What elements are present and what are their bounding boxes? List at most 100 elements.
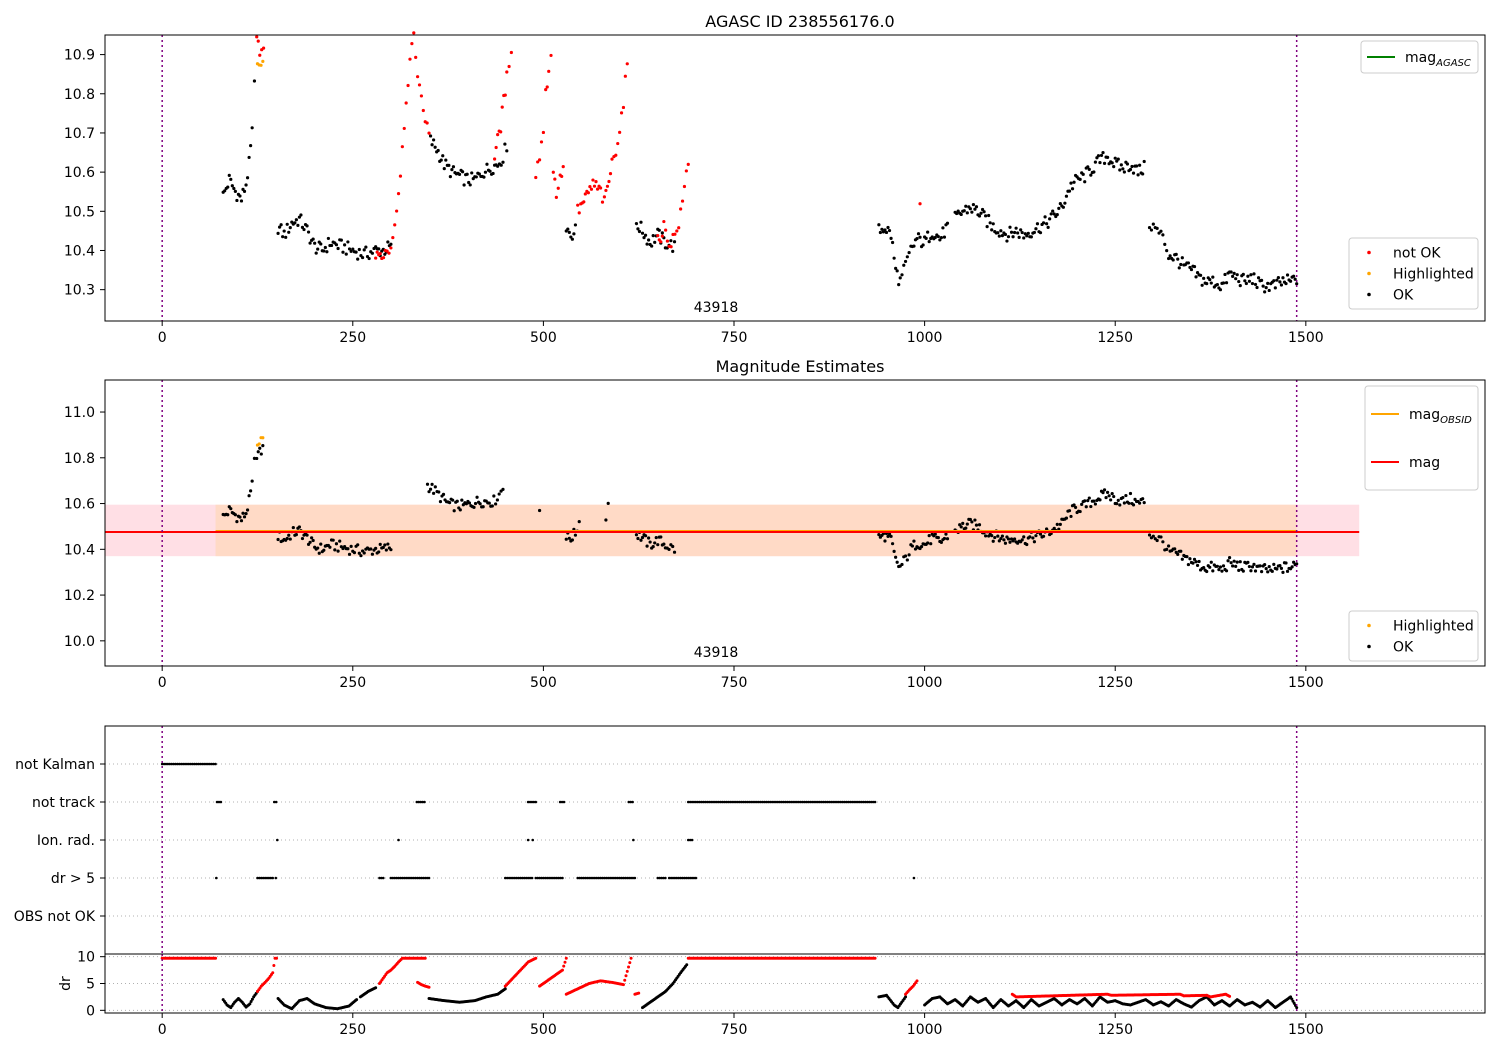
data-point-ok bbox=[492, 494, 496, 498]
flag-point bbox=[749, 800, 753, 804]
data-point-ok bbox=[1012, 230, 1017, 235]
data-point-ok bbox=[1195, 563, 1200, 568]
flag-point bbox=[837, 800, 841, 804]
data-point-not-ok bbox=[554, 195, 558, 200]
data-point-not-ok bbox=[547, 69, 551, 73]
y-tick-label: 10.4 bbox=[64, 243, 95, 259]
data-point-ok bbox=[281, 235, 285, 239]
data-point-ok bbox=[1284, 281, 1288, 286]
data-point-ok bbox=[427, 490, 431, 494]
data-point-ok bbox=[1295, 562, 1299, 566]
data-point-not-ok bbox=[493, 157, 497, 161]
flag-point bbox=[195, 762, 198, 766]
data-point-ok bbox=[1281, 570, 1285, 574]
data-point-ok bbox=[467, 501, 472, 505]
dr-point bbox=[534, 956, 538, 960]
flag-point bbox=[761, 800, 764, 804]
data-point-ok bbox=[223, 189, 227, 193]
data-point-ok bbox=[229, 177, 233, 181]
data-point-ok bbox=[360, 255, 365, 260]
flag-point bbox=[610, 876, 614, 880]
data-point-ok bbox=[503, 142, 507, 146]
data-point-ok bbox=[573, 223, 578, 227]
data-point-ok bbox=[606, 501, 610, 505]
data-point-not-ok bbox=[588, 185, 592, 189]
data-point-not-ok bbox=[614, 153, 618, 157]
legend-marker-swatch bbox=[1367, 271, 1371, 276]
flag-point bbox=[176, 762, 179, 766]
flag-point bbox=[166, 762, 170, 766]
flag-point bbox=[801, 800, 804, 804]
data-point-ok bbox=[441, 154, 445, 158]
data-point-ok bbox=[997, 234, 1001, 238]
data-point-ok bbox=[990, 228, 994, 232]
data-point-ok bbox=[1218, 288, 1223, 292]
data-point-ok bbox=[944, 532, 948, 536]
data-point-ok bbox=[1017, 235, 1021, 239]
data-point-ok bbox=[226, 185, 230, 189]
data-point-ok bbox=[383, 543, 387, 547]
data-point-ok bbox=[1029, 235, 1033, 239]
data-point-ok bbox=[643, 233, 648, 237]
data-point-not-ok bbox=[545, 85, 549, 89]
data-point-ok bbox=[432, 138, 436, 142]
data-point-ok bbox=[288, 537, 292, 541]
data-point-ok bbox=[894, 266, 898, 270]
flag-point bbox=[517, 876, 520, 880]
data-point-ok bbox=[1000, 534, 1004, 538]
data-point-ok bbox=[238, 194, 242, 198]
data-point-not-ok bbox=[256, 39, 260, 43]
data-point-not-ok bbox=[608, 172, 613, 176]
legend-upper bbox=[1360, 40, 1479, 74]
data-point-ok bbox=[1051, 209, 1055, 213]
data-point-ok bbox=[356, 257, 360, 261]
data-point-ok bbox=[1022, 535, 1026, 539]
y-tick-label: 10.9 bbox=[64, 48, 95, 64]
data-point-ok bbox=[497, 492, 501, 496]
flag-point bbox=[523, 876, 526, 880]
data-point-ok bbox=[959, 525, 963, 529]
flag-point bbox=[856, 800, 860, 804]
data-point-ok bbox=[1134, 164, 1139, 168]
data-point-ok bbox=[1127, 501, 1131, 505]
data-point-ok bbox=[1263, 290, 1267, 294]
flag-point bbox=[793, 800, 797, 804]
data-point-ok bbox=[887, 532, 892, 536]
data-point-ok bbox=[907, 553, 911, 557]
flag-point bbox=[675, 876, 679, 880]
data-point-ok bbox=[354, 250, 358, 254]
data-point-not-ok bbox=[583, 192, 587, 196]
data-point-ok bbox=[487, 501, 491, 505]
data-point-ok bbox=[1064, 194, 1069, 198]
data-point-not-ok bbox=[660, 234, 664, 238]
data-point-ok bbox=[924, 236, 928, 240]
magnitude-estimates-panel: Magnitude Estimates 43918 0 250 500 750 1000 12… bbox=[64, 357, 1486, 691]
flag-point bbox=[538, 876, 541, 880]
data-point-ok bbox=[1149, 228, 1154, 232]
flag-point bbox=[728, 800, 732, 804]
data-point-ok bbox=[1232, 559, 1236, 563]
data-point-ok bbox=[1155, 538, 1159, 543]
data-point-ok bbox=[945, 537, 950, 541]
data-point-ok bbox=[344, 252, 348, 256]
flag-point bbox=[530, 800, 534, 804]
axes-frame bbox=[104, 379, 1486, 667]
data-point-ok bbox=[334, 542, 339, 546]
flag-point bbox=[412, 876, 416, 880]
data-point-ok bbox=[1055, 522, 1059, 527]
data-point-ok bbox=[338, 539, 342, 543]
flag-point bbox=[204, 762, 208, 766]
data-point-ok bbox=[1006, 235, 1011, 239]
data-point-ok bbox=[1211, 569, 1215, 573]
flag-point bbox=[822, 800, 825, 804]
data-point-ok bbox=[898, 276, 902, 280]
flag-point bbox=[736, 800, 740, 804]
x-tick-label: 1250 bbox=[1097, 330, 1133, 346]
y-tick-label: 0 bbox=[86, 1003, 95, 1019]
dr-point bbox=[629, 956, 633, 960]
x-tick-label: 250 bbox=[339, 330, 366, 346]
data-point-ok bbox=[485, 162, 489, 166]
data-point-not-ok bbox=[378, 251, 382, 256]
flag-point bbox=[393, 876, 397, 880]
data-point-not-ok bbox=[602, 195, 606, 199]
